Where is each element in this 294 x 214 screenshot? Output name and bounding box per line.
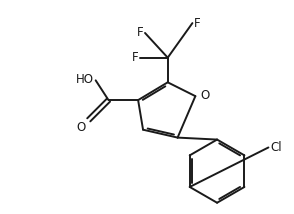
Text: F: F bbox=[136, 27, 143, 39]
Text: HO: HO bbox=[76, 73, 94, 86]
Text: Cl: Cl bbox=[270, 141, 282, 154]
Text: O: O bbox=[200, 89, 210, 102]
Text: O: O bbox=[76, 121, 86, 134]
Text: F: F bbox=[131, 51, 138, 64]
Text: F: F bbox=[193, 17, 200, 30]
